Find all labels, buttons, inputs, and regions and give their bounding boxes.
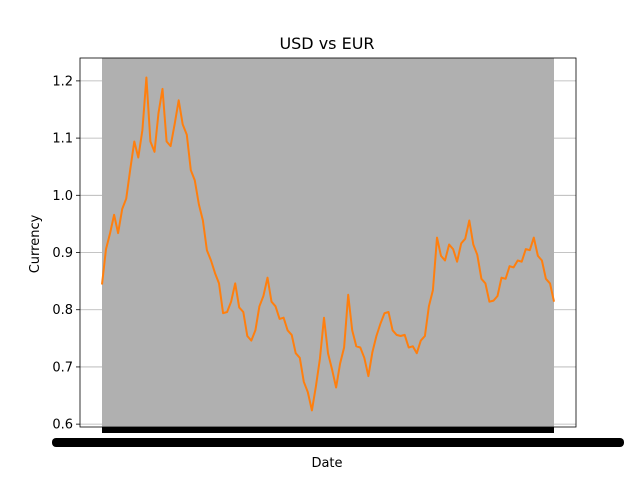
y-tick-label: 0.6 — [52, 418, 73, 433]
y-tick-label: 1.0 — [52, 189, 73, 204]
chart-title: USD vs EUR — [279, 34, 374, 53]
y-tick-label: 0.7 — [52, 360, 73, 375]
x-axis-title: Date — [311, 456, 342, 471]
y-tick-label: 0.9 — [52, 246, 73, 261]
x-tick-labels-overlapped — [52, 438, 624, 447]
y-axis-title: Currency — [28, 214, 43, 273]
y-axis-ticks: 0.6 0.7 0.8 0.9 1.0 1.1 1.2 — [52, 74, 80, 433]
series-line — [101, 76, 555, 412]
filled-area — [102, 58, 554, 432]
y-tick-label: 0.8 — [52, 303, 73, 318]
y-tick-label: 1.2 — [52, 74, 73, 89]
plot-area — [101, 58, 555, 432]
x-tick-marks — [102, 427, 554, 433]
x-axis-ticks — [52, 427, 624, 447]
axes-frame — [79, 57, 577, 428]
y-tick-label: 1.1 — [52, 132, 73, 147]
